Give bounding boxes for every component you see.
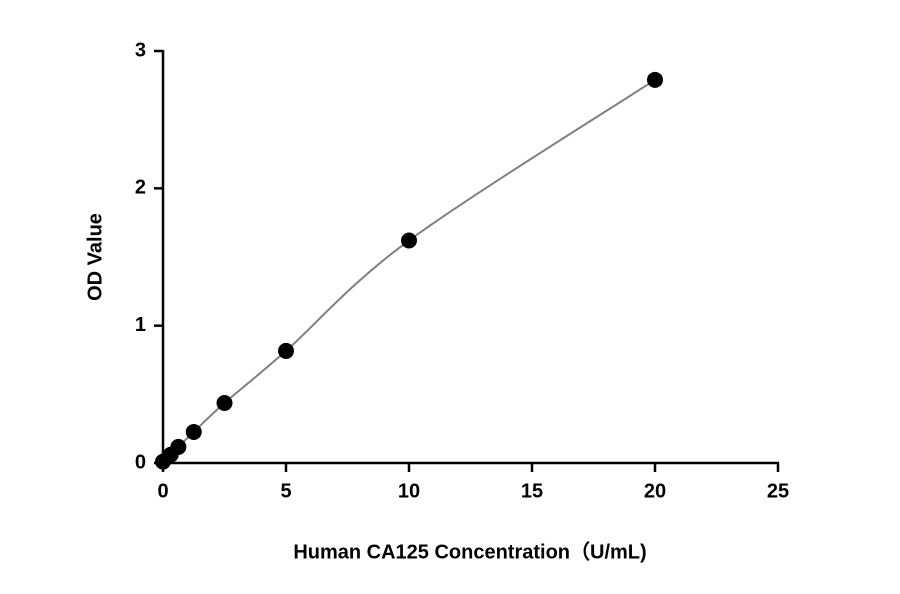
y-tick-label: 0 bbox=[135, 451, 146, 473]
data-point bbox=[278, 342, 294, 359]
x-tick-label: 10 bbox=[398, 480, 420, 502]
y-tick-label: 2 bbox=[135, 177, 146, 199]
x-tick-label: 20 bbox=[644, 480, 666, 502]
x-tick-label: 0 bbox=[157, 480, 168, 502]
x-axis-title: Human CA125 Concentration（U/mL) bbox=[293, 540, 646, 563]
data-point bbox=[647, 71, 663, 88]
data-point bbox=[170, 438, 187, 455]
y-tick-label: 3 bbox=[135, 39, 146, 61]
data-point bbox=[185, 423, 202, 440]
data-point bbox=[216, 394, 233, 411]
x-tick-label: 15 bbox=[521, 480, 543, 502]
data-point bbox=[401, 232, 417, 249]
y-tick-label: 1 bbox=[135, 314, 146, 336]
fit-curve bbox=[162, 79, 656, 463]
x-tick-label: 25 bbox=[767, 480, 789, 502]
x-tick-label: 5 bbox=[280, 480, 291, 502]
y-axis-title: OD Value bbox=[84, 213, 106, 301]
